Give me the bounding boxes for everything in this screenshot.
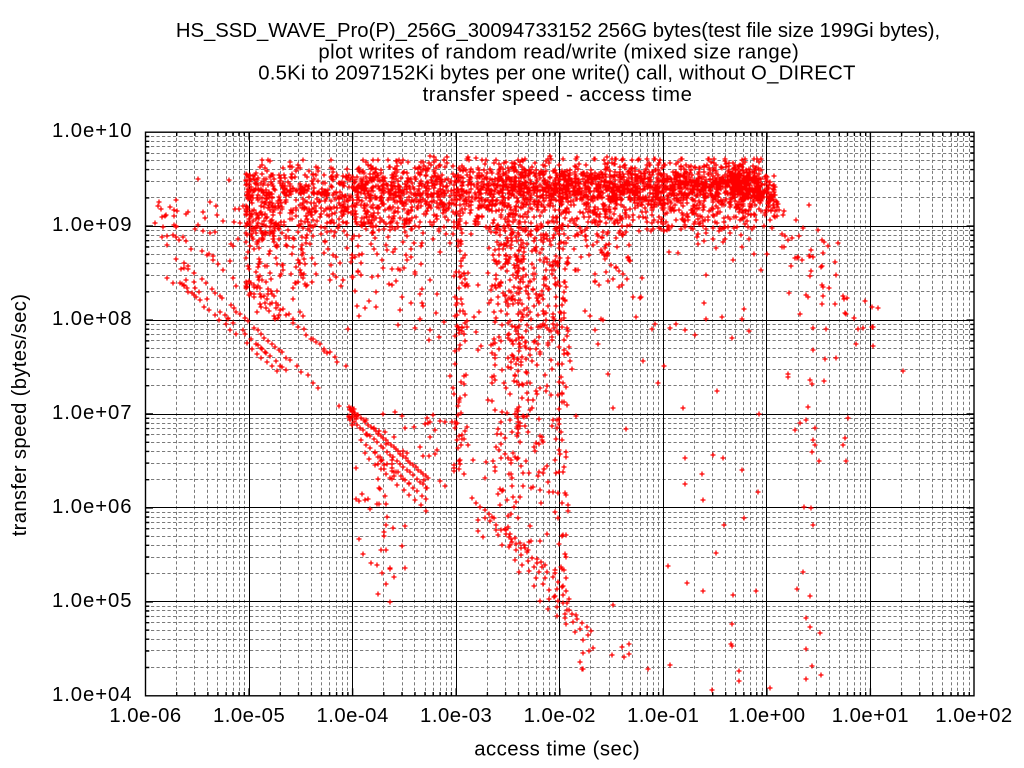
- svg-text:1.0e+07: 1.0e+07: [52, 402, 133, 424]
- svg-text:1.0e-02: 1.0e-02: [524, 705, 596, 727]
- svg-text:1.0e+06: 1.0e+06: [52, 496, 133, 518]
- svg-text:access time (sec): access time (sec): [474, 739, 640, 761]
- svg-text:1.0e+04: 1.0e+04: [52, 684, 133, 706]
- svg-text:transfer speed (bytes/sec): transfer speed (bytes/sec): [9, 294, 31, 537]
- svg-text:1.0e-06: 1.0e-06: [109, 705, 181, 727]
- svg-text:1.0e+01: 1.0e+01: [832, 705, 909, 727]
- svg-text:1.0e-04: 1.0e-04: [316, 705, 388, 727]
- svg-text:1.0e+00: 1.0e+00: [728, 705, 805, 727]
- svg-text:1.0e-05: 1.0e-05: [213, 705, 285, 727]
- svg-text:1.0e-03: 1.0e-03: [420, 705, 492, 727]
- svg-text:1.0e-01: 1.0e-01: [627, 705, 699, 727]
- svg-text:1.0e+10: 1.0e+10: [52, 120, 133, 142]
- svg-text:1.0e+02: 1.0e+02: [935, 705, 1012, 727]
- svg-text:1.0e+08: 1.0e+08: [52, 308, 133, 330]
- svg-text:HS_SSD_WAVE_Pro(P)_256G_300947: HS_SSD_WAVE_Pro(P)_256G_30094733152 256G…: [176, 20, 940, 42]
- svg-text:transfer speed - access time: transfer speed - access time: [423, 84, 693, 106]
- svg-text:1.0e+09: 1.0e+09: [52, 214, 133, 236]
- svg-text:0.5Ki to 2097152Ki bytes per o: 0.5Ki to 2097152Ki bytes per one write()…: [258, 63, 855, 85]
- svg-text:1.0e+05: 1.0e+05: [52, 590, 133, 612]
- svg-text:plot writes of random read/wri: plot writes of random read/write (mixed …: [318, 41, 799, 63]
